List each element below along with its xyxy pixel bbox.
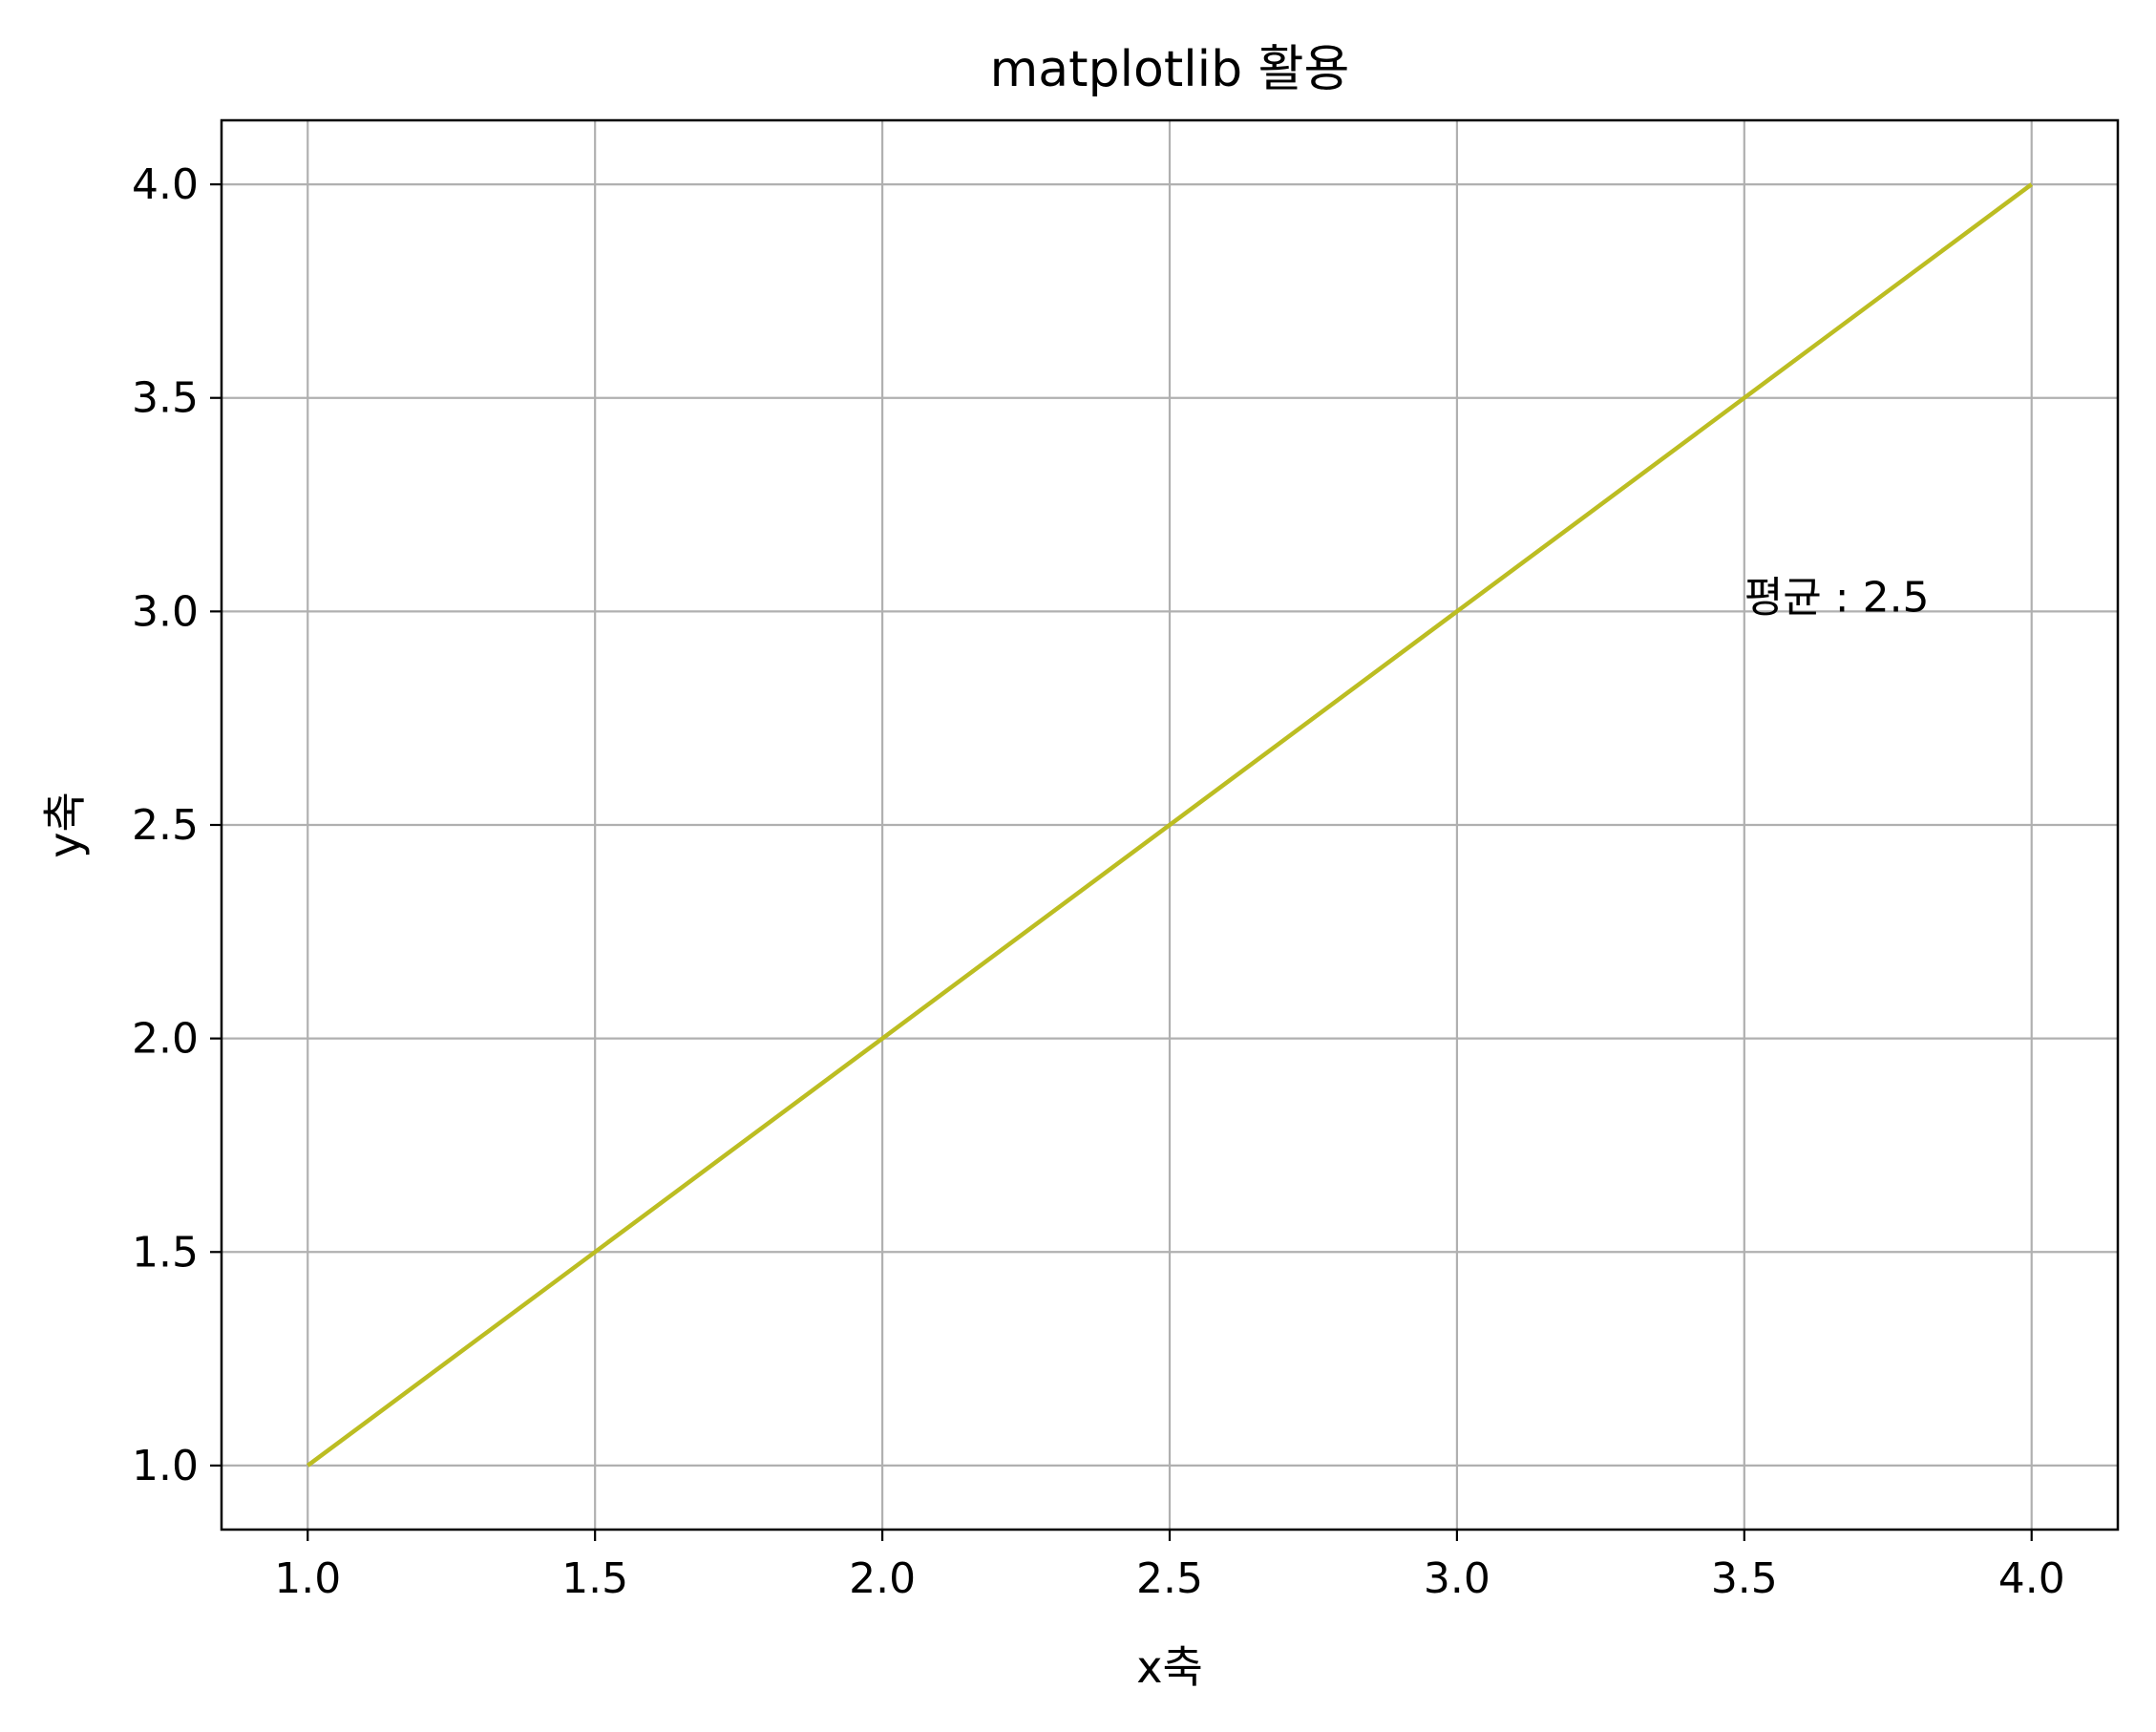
grid [222,120,2118,1530]
chart-title: matplotlib 활용 [990,41,1350,98]
x-axis-label: x축 [1136,1641,1203,1693]
series-line [306,182,2034,1468]
labels: matplotlib 활용 x축 y축 평균 : 2.5 [39,41,1930,1693]
y-tick-label: 4.0 [132,160,199,209]
y-tick-label: 2.0 [132,1015,199,1064]
y-tick-label: 3.5 [132,374,199,423]
y-tick-label: 1.0 [132,1442,199,1490]
x-tick-label: 3.5 [1711,1554,1778,1603]
series-layer [306,182,2034,1468]
annotation-mean: 평균 : 2.5 [1744,573,1930,622]
y-tick-label: 3.0 [132,587,199,636]
y-tick-label: 1.5 [132,1228,199,1277]
x-tick-label: 2.5 [1136,1554,1203,1603]
x-tick-label: 2.0 [849,1554,916,1603]
x-tick-label: 1.0 [274,1554,341,1603]
y-axis-label: y축 [39,792,91,858]
ticks: 1.0 1.5 2.0 2.5 3.0 3.5 4.0 1.0 1.5 2.0 2.5 3.0 3.5 4… [132,160,2065,1603]
x-tick-label: 1.5 [561,1554,628,1603]
x-tick-label: 4.0 [1998,1554,2065,1603]
x-tick-label: 3.0 [1424,1554,1490,1603]
y-tick-label: 2.5 [132,801,199,850]
